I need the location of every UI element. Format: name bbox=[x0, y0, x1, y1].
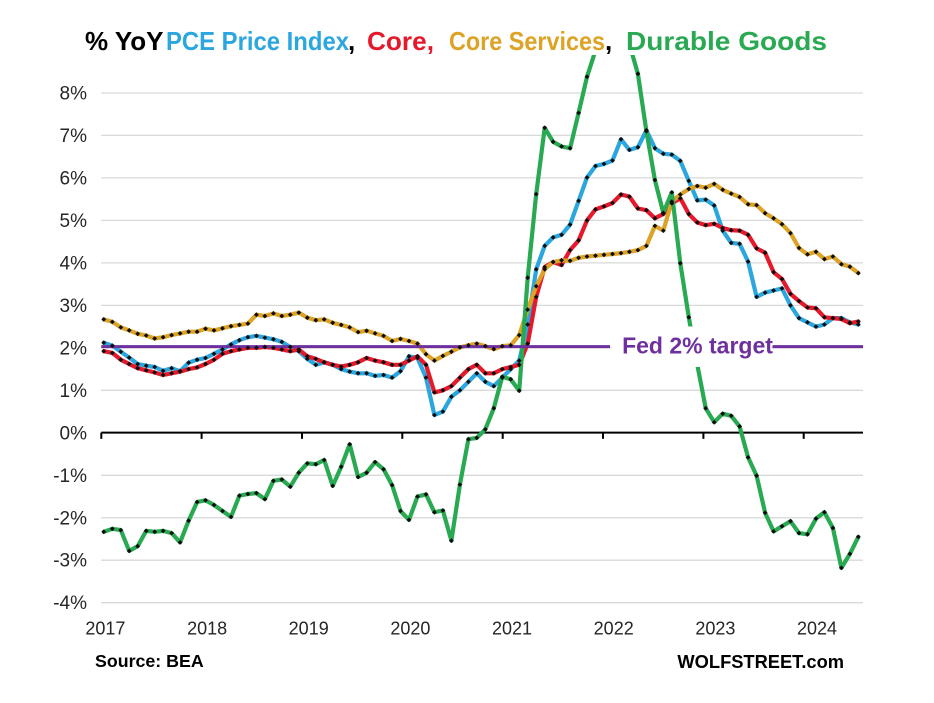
svg-text:2024: 2024 bbox=[797, 619, 837, 639]
svg-text:2017: 2017 bbox=[85, 619, 125, 639]
svg-text:-4%: -4% bbox=[53, 593, 87, 614]
svg-text:6%: 6% bbox=[60, 168, 88, 189]
svg-text:2018: 2018 bbox=[187, 619, 227, 639]
svg-text:2020: 2020 bbox=[390, 619, 430, 639]
svg-text:-1%: -1% bbox=[53, 466, 87, 487]
svg-text:-3%: -3% bbox=[53, 551, 87, 572]
svg-text:8%: 8% bbox=[60, 84, 88, 105]
svg-text:Fed 2% target: Fed 2% target bbox=[622, 333, 773, 359]
svg-text:% YoYPCE Price Index,Core,Core: % YoYPCE Price Index, Core, Core Services,… bbox=[85, 26, 827, 56]
svg-text:-2%: -2% bbox=[53, 508, 87, 529]
svg-text:2019: 2019 bbox=[289, 619, 329, 639]
svg-text:WOLFSTREET.com: WOLFSTREET.com bbox=[677, 651, 844, 672]
svg-text:Source: BEA: Source: BEA bbox=[95, 651, 204, 671]
svg-text:2021: 2021 bbox=[492, 619, 532, 639]
svg-text:0%: 0% bbox=[60, 423, 88, 444]
svg-text:4%: 4% bbox=[60, 253, 88, 274]
svg-text:3%: 3% bbox=[60, 296, 88, 317]
svg-text:1%: 1% bbox=[60, 381, 88, 402]
svg-text:2023: 2023 bbox=[695, 619, 735, 639]
svg-text:7%: 7% bbox=[60, 126, 88, 147]
svg-text:5%: 5% bbox=[60, 211, 88, 232]
svg-text:2022: 2022 bbox=[594, 619, 634, 639]
svg-text:2%: 2% bbox=[60, 338, 88, 359]
